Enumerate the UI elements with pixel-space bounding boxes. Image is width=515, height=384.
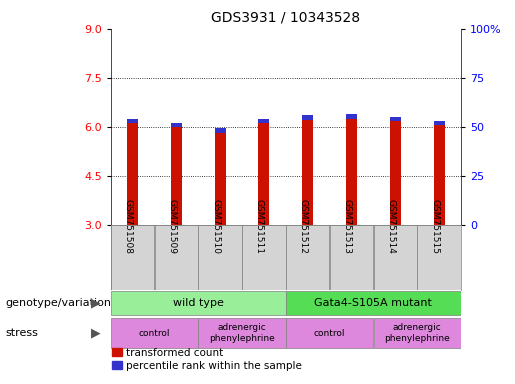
Bar [111,291,286,316]
Bar [373,225,417,290]
Bar [346,119,357,225]
Bar [286,291,461,316]
Legend: transformed count, percentile rank within the sample: transformed count, percentile rank withi… [108,344,306,375]
Text: genotype/variation: genotype/variation [5,298,111,308]
Text: stress: stress [5,328,38,338]
Bar [417,225,461,290]
Bar [215,128,226,132]
Text: GSM751512: GSM751512 [299,199,308,254]
Bar [111,318,198,348]
Bar [127,124,138,225]
Bar [242,225,286,290]
Bar [259,124,269,225]
Text: GSM751514: GSM751514 [386,199,396,254]
Text: adrenergic
phenylephrine: adrenergic phenylephrine [209,323,275,343]
Bar [215,132,226,225]
Bar [154,225,198,290]
Text: control: control [314,329,346,338]
Bar [259,119,269,124]
Text: control: control [139,329,170,338]
Text: adrenergic
phenylephrine: adrenergic phenylephrine [384,323,450,343]
Title: GDS3931 / 10343528: GDS3931 / 10343528 [211,11,360,25]
Bar [373,318,461,348]
Bar [171,123,182,127]
Text: wild type: wild type [173,298,224,308]
Bar [286,225,330,290]
Text: Gata4-S105A mutant: Gata4-S105A mutant [315,298,432,308]
Bar [127,119,138,124]
Bar [434,125,444,225]
Bar [346,114,357,119]
Bar [390,121,401,225]
Text: GSM751515: GSM751515 [430,199,439,254]
Bar [286,318,373,348]
Text: GSM751509: GSM751509 [167,199,176,254]
Text: GSM751508: GSM751508 [124,199,133,254]
Bar [171,127,182,225]
Bar [302,119,313,225]
Bar [330,225,373,290]
Text: GSM751513: GSM751513 [342,199,352,254]
Text: GSM751511: GSM751511 [255,199,264,254]
Bar [111,225,154,290]
Bar [198,318,286,348]
Bar [302,115,313,119]
Text: ▶: ▶ [91,327,100,339]
Bar [198,225,242,290]
Bar [390,117,401,121]
Text: ▶: ▶ [91,297,100,310]
Bar [434,121,444,125]
Text: GSM751510: GSM751510 [211,199,220,254]
